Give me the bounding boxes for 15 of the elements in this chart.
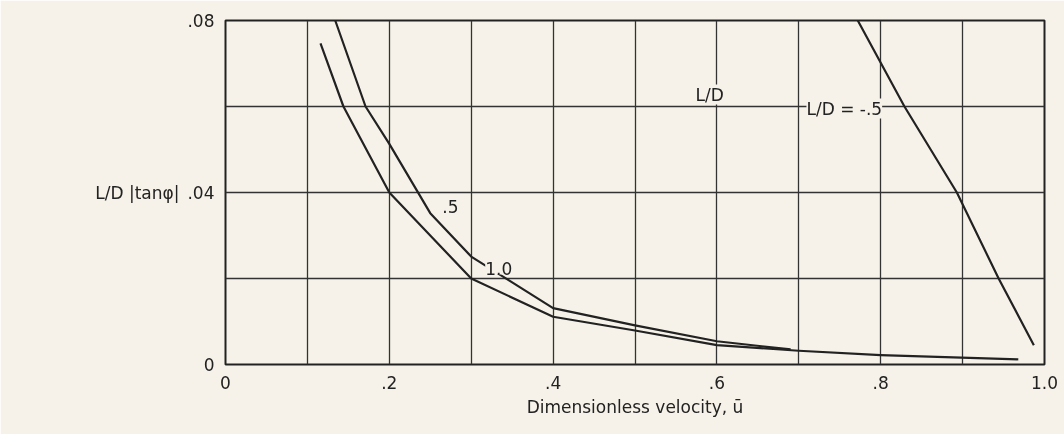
x-tick-label: 1.0 [1030, 372, 1059, 393]
series-label: .5 [442, 197, 459, 218]
y-axis-title: L/D |tanφ| [95, 182, 180, 203]
x-tick-label: .8 [872, 372, 889, 393]
x-tick-label: .6 [708, 372, 726, 393]
annotation: L/D [695, 84, 724, 105]
y-tick-label: 0 [203, 355, 215, 375]
y-tick-label: .08 [187, 11, 215, 31]
y-tick-label: .04 [187, 183, 215, 203]
x-tick-label: .4 [544, 372, 562, 393]
series-label: 1.0 [485, 258, 513, 279]
series-label: L/D = -.5 [806, 98, 883, 119]
x-axis-title: Dimensionless velocity, ū [526, 396, 744, 417]
x-tick-label: .2 [381, 372, 398, 393]
x-tick-label: 0 [220, 372, 231, 393]
